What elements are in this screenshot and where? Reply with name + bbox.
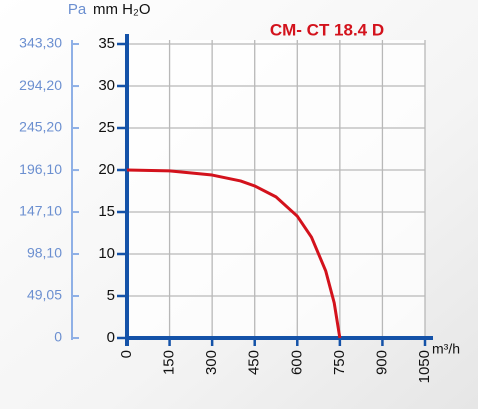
y2-tick-label: 0	[54, 329, 62, 345]
y2-tick-label: 49,05	[27, 287, 62, 303]
y2-tick-label: 245,20	[19, 119, 62, 135]
y-axis-label: mm H₂O	[93, 1, 150, 18]
y-tick-label: 15	[98, 203, 115, 220]
y2-tick-label: 196,10	[19, 161, 62, 177]
curve	[126, 168, 342, 339]
x-tick-label: 900	[373, 350, 390, 375]
x-tick-label: 750	[331, 350, 348, 375]
x-tick-label: 300	[203, 350, 220, 375]
y-tick-label: 20	[98, 161, 115, 178]
x-tick-label: 150	[161, 350, 178, 375]
y2-tick-label: 147,10	[19, 203, 62, 219]
y-tick-label: 5	[107, 287, 115, 304]
y2-tick-label: 294,20	[19, 77, 62, 93]
x-axis-label: m³/h	[432, 341, 460, 357]
x-tick-label: 1050	[416, 350, 433, 383]
y-tick-label: 35	[98, 35, 115, 52]
y-tick-label: 30	[98, 77, 115, 94]
x-tick-label: 0	[118, 350, 135, 358]
y2-tick-label: 343,30	[19, 35, 62, 51]
y-tick-label: 25	[98, 119, 115, 136]
plot-area	[127, 40, 425, 338]
y2-tick-label: 98,10	[27, 245, 62, 261]
y-tick-label: 0	[107, 329, 115, 346]
x-tick-label: 450	[246, 350, 263, 375]
y2-axis-label: Pa	[68, 1, 87, 18]
y-tick-label: 10	[98, 245, 115, 262]
x-tick-label: 600	[288, 350, 305, 375]
chart-title: CM- CT 18.4 D	[270, 20, 384, 39]
